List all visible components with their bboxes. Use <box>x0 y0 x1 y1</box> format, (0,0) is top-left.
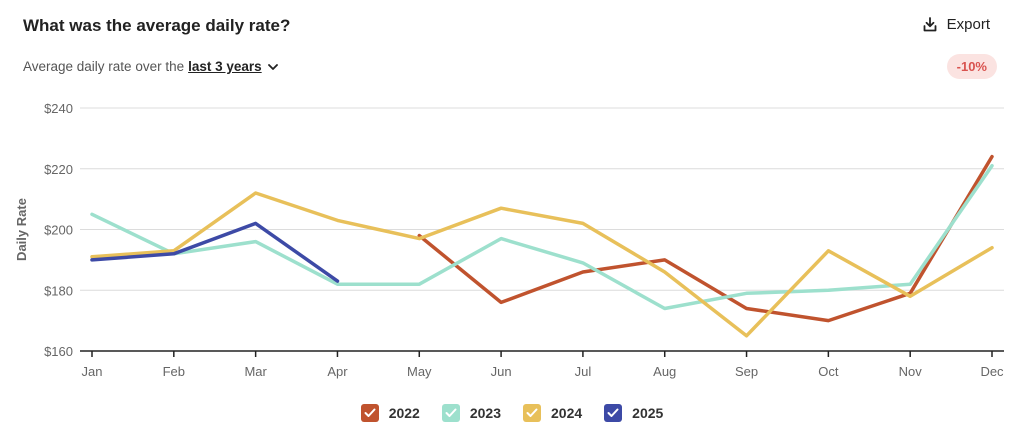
checkbox-icon <box>604 404 623 422</box>
subtitle-prefix: Average daily rate over the <box>23 59 185 74</box>
legend-item-2022[interactable]: 2022 <box>360 404 420 422</box>
checkbox-icon <box>441 404 460 422</box>
series-line-2024 <box>90 191 994 338</box>
x-tick-label: Oct <box>818 364 839 379</box>
legend-label: 2023 <box>469 405 501 421</box>
export-button[interactable]: Export <box>923 16 990 33</box>
chevron-down-icon <box>267 59 278 74</box>
series-line-2022 <box>417 154 994 323</box>
x-tick-label: Sep <box>735 364 758 379</box>
change-badge: -10% <box>946 54 997 79</box>
x-tick-label: Feb <box>163 364 185 379</box>
chart-subtitle: Average daily rate over the last 3 years <box>23 59 278 74</box>
y-tick-label: $200 <box>44 223 73 238</box>
series-line-2025 <box>90 221 340 283</box>
x-tick-label: Jun <box>491 364 512 379</box>
legend-item-2025[interactable]: 2025 <box>604 404 663 422</box>
y-tick-label: $160 <box>44 344 73 359</box>
line-chart: $160 $180 $200 $220 $240 Jan Feb Mar Apr May Jun Ju… <box>14 101 1004 379</box>
x-tick-label: May <box>407 364 432 379</box>
page-title: What was the average daily rate? <box>23 16 291 35</box>
export-label: Export <box>946 16 990 33</box>
legend-label: 2024 <box>551 405 583 421</box>
legend-label: 2022 <box>388 405 420 421</box>
legend-item-2024[interactable]: 2024 <box>523 404 582 422</box>
y-tick-label: $180 <box>44 283 73 298</box>
x-tick-label: Apr <box>327 364 348 379</box>
y-tick-label: $220 <box>44 162 73 177</box>
x-tick-label: Nov <box>899 364 923 379</box>
range-label: last 3 years <box>188 59 262 74</box>
x-tick-label: Aug <box>653 364 676 379</box>
checkbox-icon <box>360 404 379 422</box>
x-tick-label: Jan <box>82 364 103 379</box>
y-tick-label: $240 <box>44 101 73 116</box>
series-line-2023 <box>90 163 994 311</box>
download-icon <box>923 17 937 32</box>
x-tick-label: Mar <box>244 364 267 379</box>
x-tick-label: Jul <box>575 364 592 379</box>
legend-label: 2025 <box>632 405 664 421</box>
legend-item-2023[interactable]: 2023 <box>441 404 501 422</box>
x-tick-label: Dec <box>980 364 1004 379</box>
chart-legend: 2022 2023 2024 2025 <box>0 404 1024 422</box>
y-axis-label: Daily Rate <box>14 198 29 261</box>
checkbox-icon <box>523 404 541 422</box>
range-dropdown[interactable]: last 3 years <box>188 59 278 74</box>
